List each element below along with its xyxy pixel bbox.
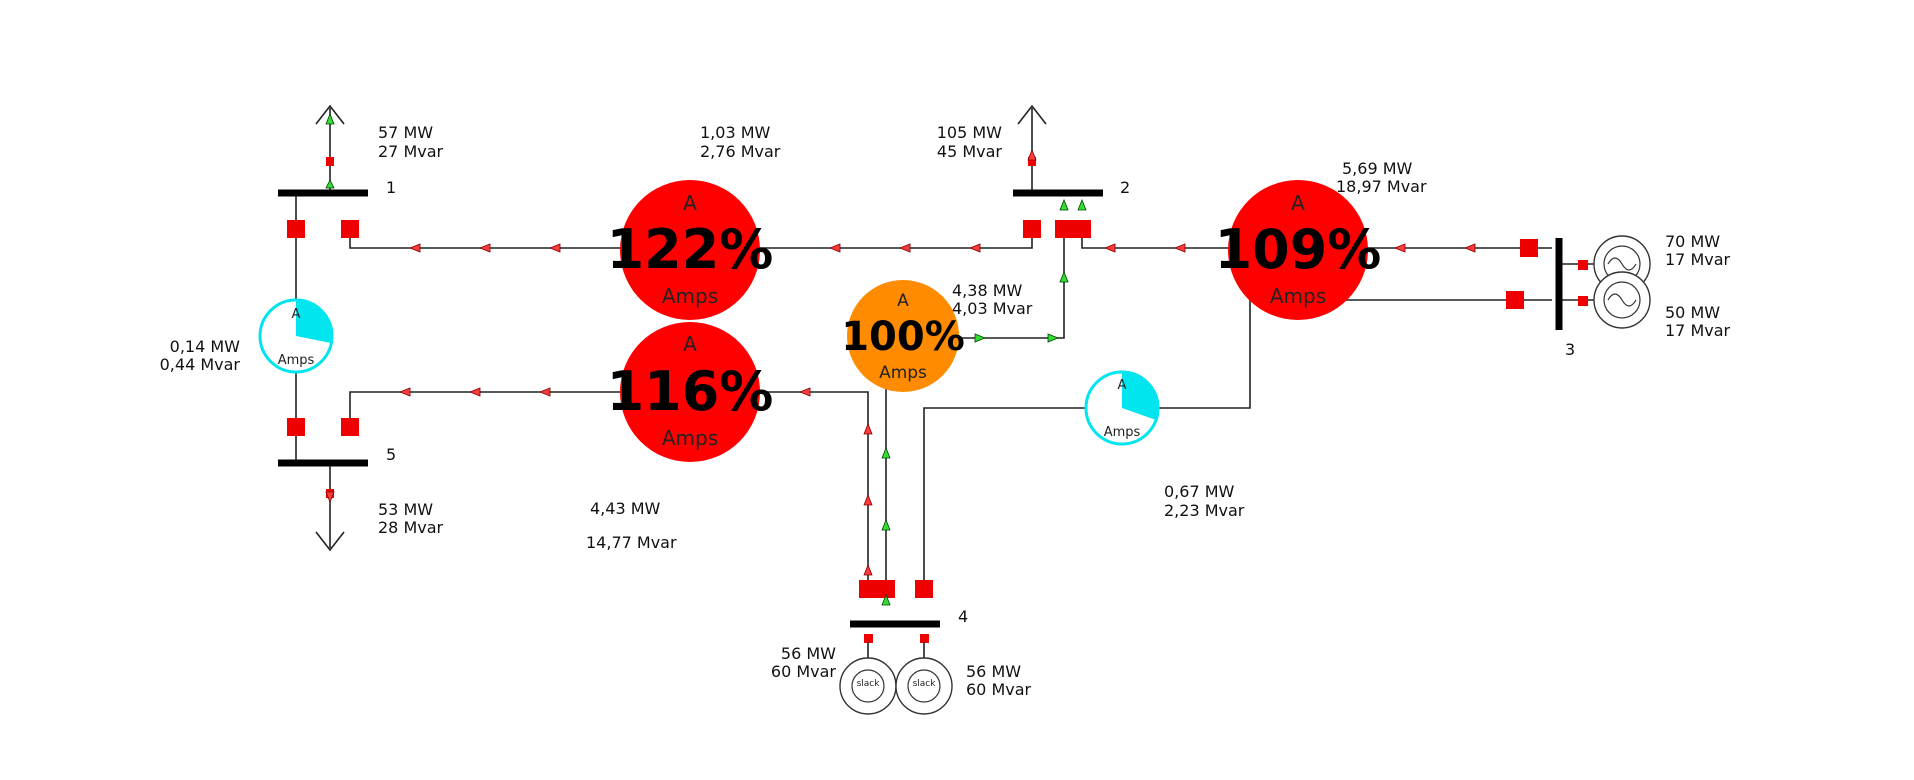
- gen-bus3-bottom-mvar: 17 Mvar: [1665, 321, 1731, 340]
- gauge-percent: 116%: [607, 360, 774, 423]
- bus-label: 1: [386, 178, 396, 197]
- breaker[interactable]: [915, 580, 933, 598]
- gauge-unit: Amps: [662, 284, 718, 308]
- flow-l23-mvar: 18,97 Mvar: [1336, 177, 1427, 196]
- gauge-percent: 109%: [1215, 218, 1382, 281]
- breaker[interactable]: [326, 157, 334, 166]
- flow-l12-mvar: 2,76 Mvar: [700, 142, 781, 161]
- generator-bus4-right[interactable]: slack: [895, 642, 953, 715]
- generator-bus3-bottom[interactable]: [1593, 271, 1651, 329]
- breaker[interactable]: [287, 220, 305, 238]
- breaker[interactable]: [859, 580, 895, 598]
- gauge-line-3-4[interactable]: A Amps: [1084, 370, 1160, 446]
- flow-l15-mvar: 0,44 Mvar: [160, 355, 241, 374]
- generator-bus4-left[interactable]: slack: [839, 642, 897, 715]
- gen-bus4-left-mvar: 60 Mvar: [771, 662, 837, 681]
- bus-4[interactable]: 4: [850, 607, 968, 628]
- gauge-line-2-3[interactable]: A 109% Amps: [1215, 180, 1382, 320]
- load-bus5-mw: 53 MW: [378, 500, 433, 519]
- gauge-line-1-5[interactable]: A Amps: [258, 298, 334, 374]
- breaker[interactable]: [1520, 239, 1538, 257]
- bus-3[interactable]: 3: [1555, 238, 1575, 359]
- flow-l23-mw: 5,69 MW: [1342, 159, 1413, 178]
- gauge-unit: Amps: [662, 426, 718, 450]
- gen-bus3-bottom-mw: 50 MW: [1665, 303, 1720, 322]
- gauge-percent: 100%: [841, 314, 965, 360]
- breaker[interactable]: [1506, 291, 1524, 309]
- slack-tag: slack: [857, 679, 881, 689]
- breaker[interactable]: [1028, 157, 1036, 166]
- breaker[interactable]: [920, 634, 929, 643]
- breaker[interactable]: [1578, 296, 1588, 306]
- breaker[interactable]: [341, 418, 359, 436]
- gauge-letter: A: [897, 291, 909, 311]
- flow-l45-mw: 4,43 MW: [590, 499, 661, 518]
- bus-2[interactable]: 2: [1013, 178, 1130, 197]
- breaker[interactable]: [864, 634, 873, 643]
- flow-l24-mw: 4,38 MW: [952, 281, 1023, 300]
- gen-bus4-right-mw: 56 MW: [966, 662, 1021, 681]
- load-bus2-mw: 105 MW: [937, 123, 1002, 142]
- gauge-letter: A: [1291, 191, 1305, 215]
- bus-1[interactable]: 1: [278, 178, 396, 197]
- breaker[interactable]: [287, 418, 305, 436]
- gen-bus4-left-mw: 56 MW: [781, 644, 836, 663]
- breaker[interactable]: [1055, 220, 1091, 238]
- bus-label: 3: [1565, 340, 1575, 359]
- gauge-letter: A: [683, 191, 697, 215]
- gauge-percent: 122%: [607, 218, 774, 281]
- breakers: [287, 157, 1588, 643]
- gauge-unit: Amps: [879, 363, 927, 383]
- bus-label: 4: [958, 607, 968, 626]
- gauge-unit: Amps: [278, 353, 315, 368]
- breaker[interactable]: [1023, 220, 1041, 238]
- gauge-letter: A: [1118, 378, 1127, 393]
- bus-label: 5: [386, 445, 396, 464]
- load-bus1-mw: 57 MW: [378, 123, 433, 142]
- gauge-letter: A: [292, 307, 301, 322]
- breaker[interactable]: [341, 220, 359, 238]
- load-bus2-mvar: 45 Mvar: [937, 142, 1003, 161]
- flow-l34-mw: 0,67 MW: [1164, 482, 1235, 501]
- slack-tag: slack: [913, 679, 937, 689]
- gauge-line-5-4[interactable]: A 116% Amps: [607, 322, 774, 462]
- bus-label: 2: [1120, 178, 1130, 197]
- gen-bus3-top-mvar: 17 Mvar: [1665, 250, 1731, 269]
- gen-bus3-top-mw: 70 MW: [1665, 232, 1720, 251]
- gauge-unit: Amps: [1270, 284, 1326, 308]
- flow-l45-mvar: 14,77 Mvar: [586, 533, 677, 552]
- gen-bus4-right-mvar: 60 Mvar: [966, 680, 1032, 699]
- gauge-line-1-2[interactable]: A 122% Amps: [607, 180, 774, 320]
- bus-5[interactable]: 5: [278, 445, 396, 467]
- gauge-line-2-4[interactable]: A 100% Amps: [841, 280, 965, 392]
- breaker[interactable]: [1578, 260, 1588, 270]
- gauge-unit: Amps: [1104, 425, 1141, 440]
- flow-l34-mvar: 2,23 Mvar: [1164, 501, 1245, 520]
- flow-l24-mvar: 4,03 Mvar: [952, 299, 1033, 318]
- gauge-letter: A: [683, 332, 697, 356]
- flow-l12-mw: 1,03 MW: [700, 123, 771, 142]
- flow-arrows: [325, 112, 1476, 606]
- load-bus1-mvar: 27 Mvar: [378, 142, 444, 161]
- load-bus5-mvar: 28 Mvar: [378, 518, 444, 537]
- flow-l15-mw: 0,14 MW: [170, 337, 241, 356]
- labels: 57 MW 27 Mvar 105 MW 45 Mvar 53 MW 28 Mv…: [160, 123, 1731, 699]
